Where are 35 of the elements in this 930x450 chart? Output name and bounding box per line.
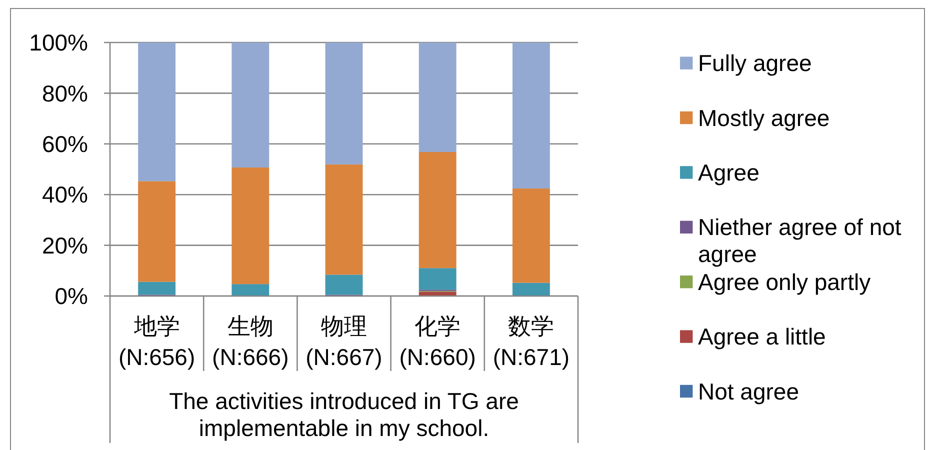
bar: [512, 188, 550, 283]
bar: [138, 42, 176, 182]
x-tick-label: 生物 (N:666): [212, 313, 289, 370]
legend-label: Niether agree of not agree: [698, 214, 902, 268]
y-tick-label: 100%: [29, 30, 88, 56]
legend-label: Fully agree: [698, 50, 812, 76]
bar: [512, 282, 550, 296]
legend-label: Agree: [698, 159, 760, 186]
bar: [325, 164, 363, 275]
x-tick-label: 物理 (N:667): [306, 313, 382, 370]
bar: [232, 284, 270, 296]
y-tick-label: 40%: [42, 182, 88, 208]
x-axis-title: The activities introduced in TG are implementable in my school.: [169, 388, 519, 442]
bar: [512, 42, 550, 189]
legend-label: Agree only partly: [698, 268, 872, 295]
legend-label: Not agree: [698, 378, 800, 404]
bar: [325, 274, 363, 295]
y-tick-label: 60%: [42, 130, 88, 157]
bar: [325, 42, 363, 164]
y-tick-label: 20%: [42, 232, 88, 258]
bar: [418, 152, 456, 268]
x-tick-label: 地学 (N:656): [118, 313, 196, 370]
x-tick-label: 数学 (N:671): [492, 313, 570, 370]
bar: [138, 282, 176, 295]
x-tick-label: 化学 (N:660): [399, 313, 476, 370]
legend-label: Agree a little: [698, 324, 826, 350]
bar: [232, 167, 270, 284]
bar: [418, 292, 456, 296]
bar: [418, 42, 456, 152]
bar: [418, 268, 456, 290]
bar: [138, 181, 176, 282]
legend-label: Mostly agree: [698, 104, 830, 131]
bar: [232, 42, 270, 168]
y-tick-label: 80%: [42, 80, 88, 106]
y-tick-label: 0%: [54, 283, 88, 310]
